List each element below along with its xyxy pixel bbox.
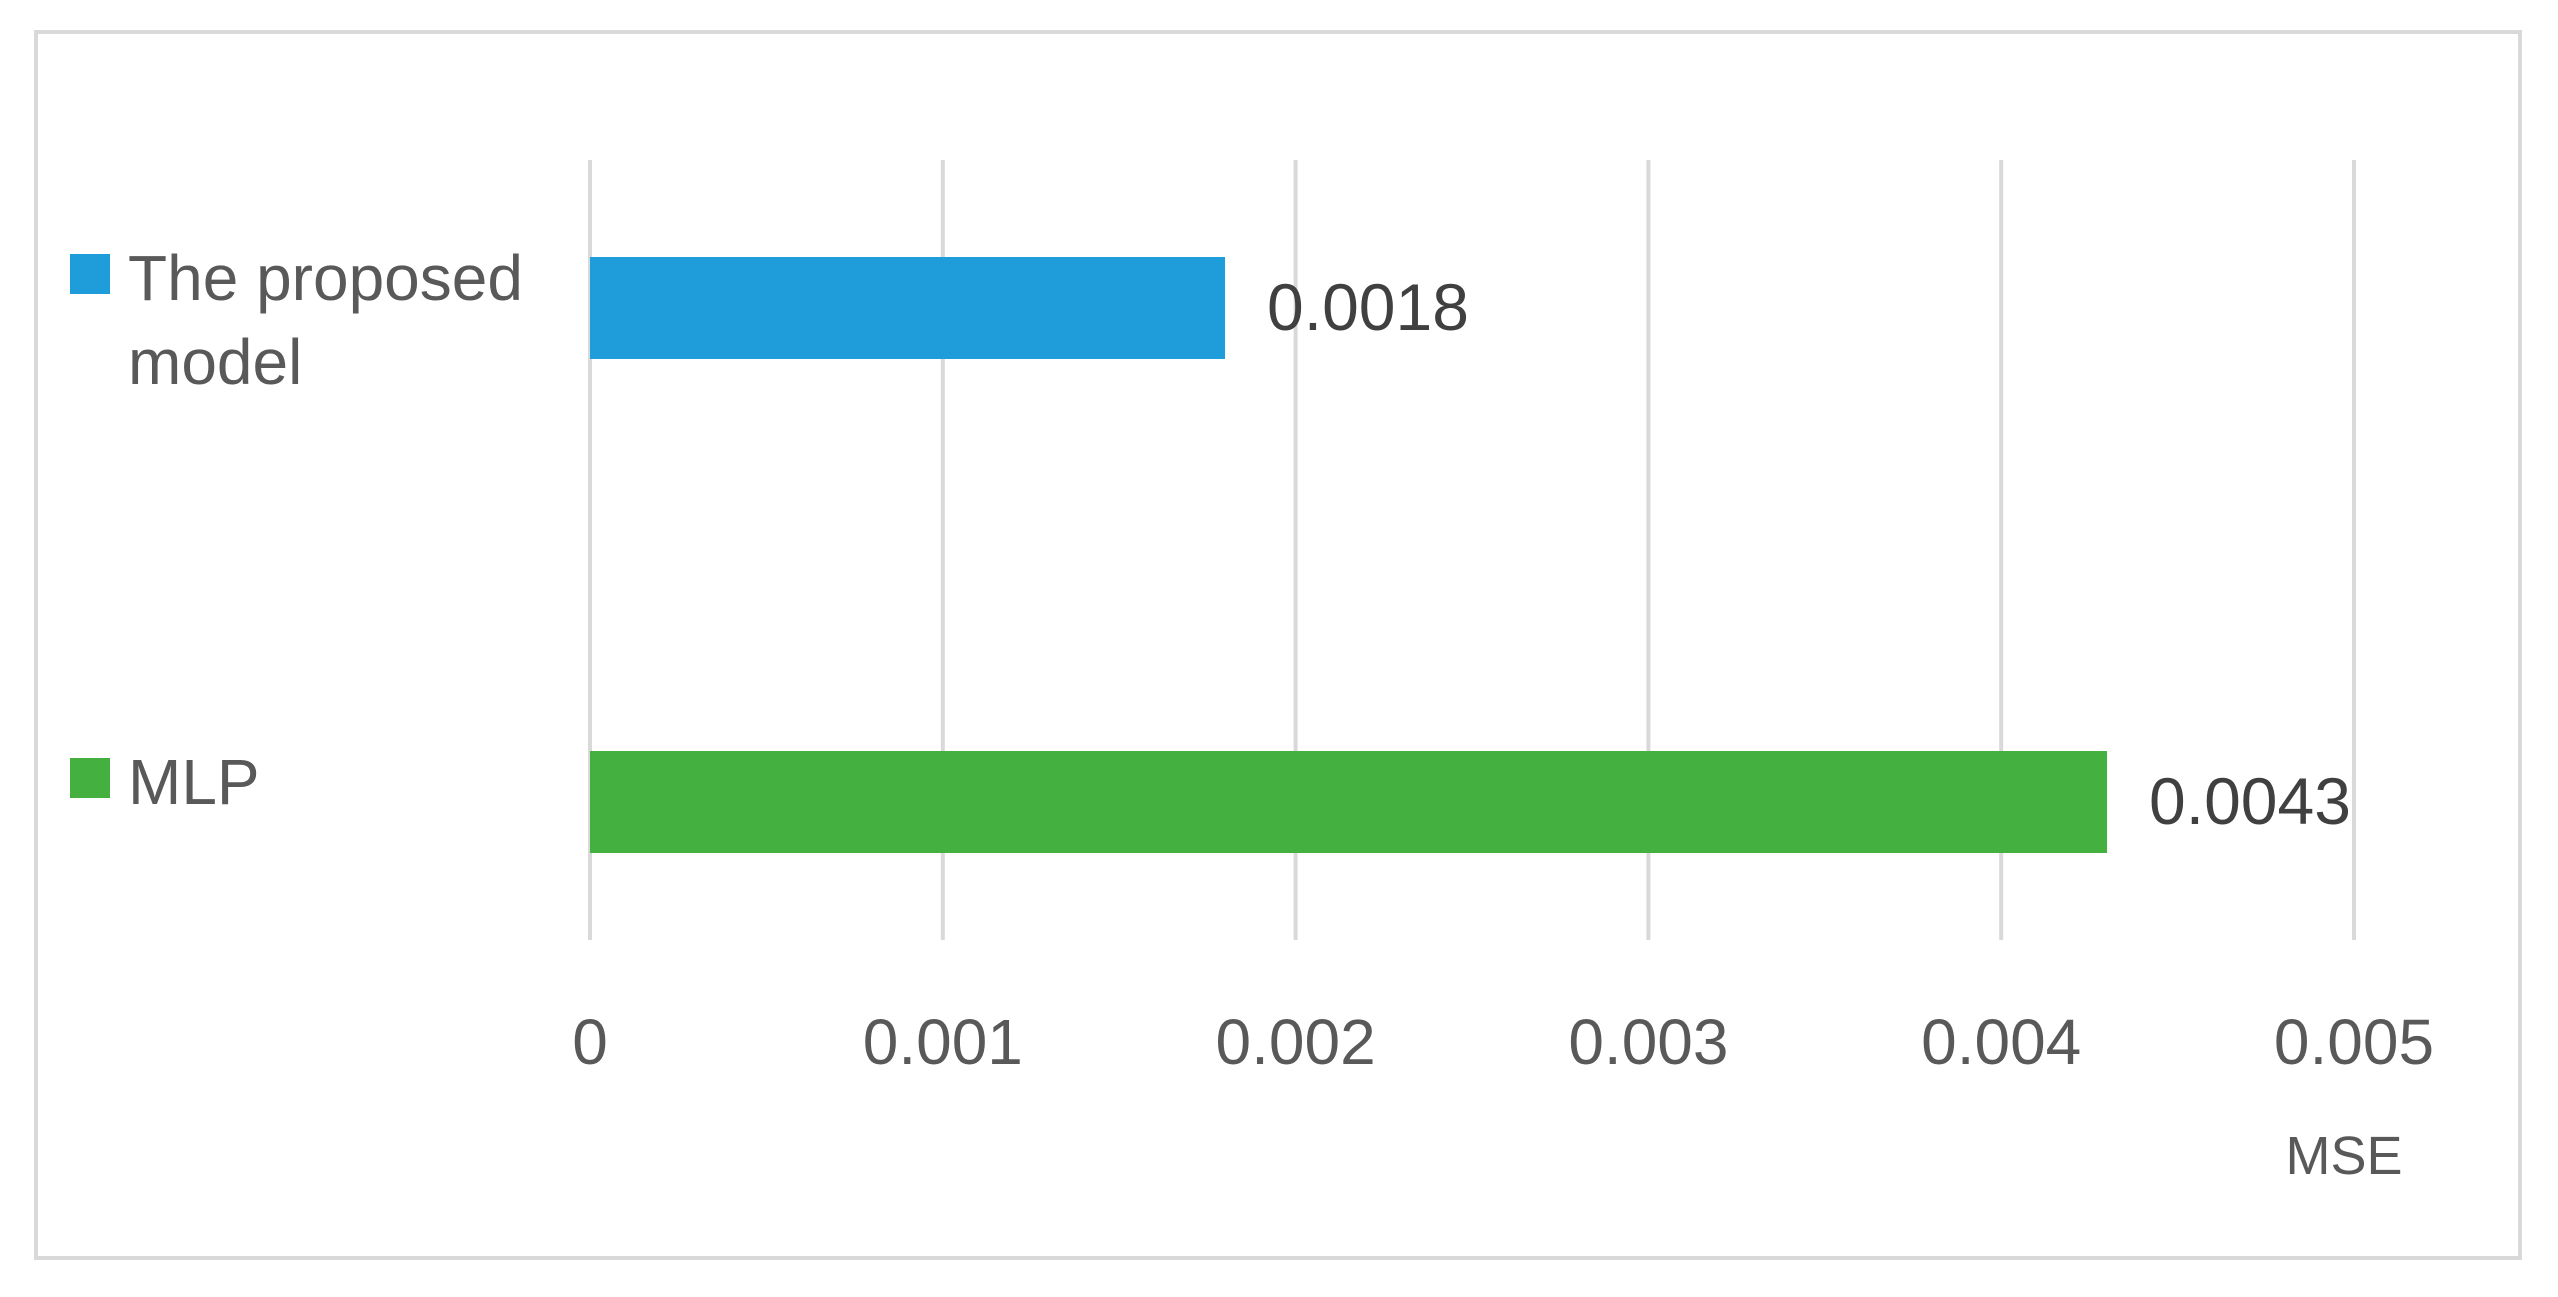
x-axis-tick-labels: 0 0.001 0.002 0.003 0.004 0.005 bbox=[572, 1006, 2434, 1078]
data-label-1: 0.0043 bbox=[2149, 764, 2351, 838]
legend-swatch-0 bbox=[70, 254, 110, 294]
x-tick-label-1: 0.001 bbox=[863, 1006, 1023, 1078]
legend-label-1-0: MLP bbox=[128, 746, 260, 818]
x-tick-label-4: 0.004 bbox=[1921, 1006, 2081, 1078]
chart-frame: 0.0018 0.0043 0 0.001 0.002 0.003 0.004 0.005 … bbox=[34, 30, 2522, 1260]
x-tick-label-2: 0.002 bbox=[1216, 1006, 1376, 1078]
x-tick-label-3: 0.003 bbox=[1568, 1006, 1728, 1078]
bar-0 bbox=[590, 257, 1226, 359]
x-axis-title: MSE bbox=[2285, 1126, 2402, 1186]
legend-label-0-1: model bbox=[128, 326, 302, 398]
data-labels: 0.0018 0.0043 bbox=[1267, 270, 2351, 838]
legend-swatch-1 bbox=[70, 758, 110, 798]
data-label-0: 0.0018 bbox=[1267, 270, 1469, 344]
legend: The proposed model MLP bbox=[70, 242, 523, 818]
x-tick-label-5: 0.005 bbox=[2274, 1006, 2434, 1078]
bars bbox=[590, 257, 2108, 853]
bar-1 bbox=[590, 751, 2108, 853]
legend-label-0-0: The proposed bbox=[128, 242, 523, 314]
x-tick-label-0: 0 bbox=[572, 1006, 608, 1078]
